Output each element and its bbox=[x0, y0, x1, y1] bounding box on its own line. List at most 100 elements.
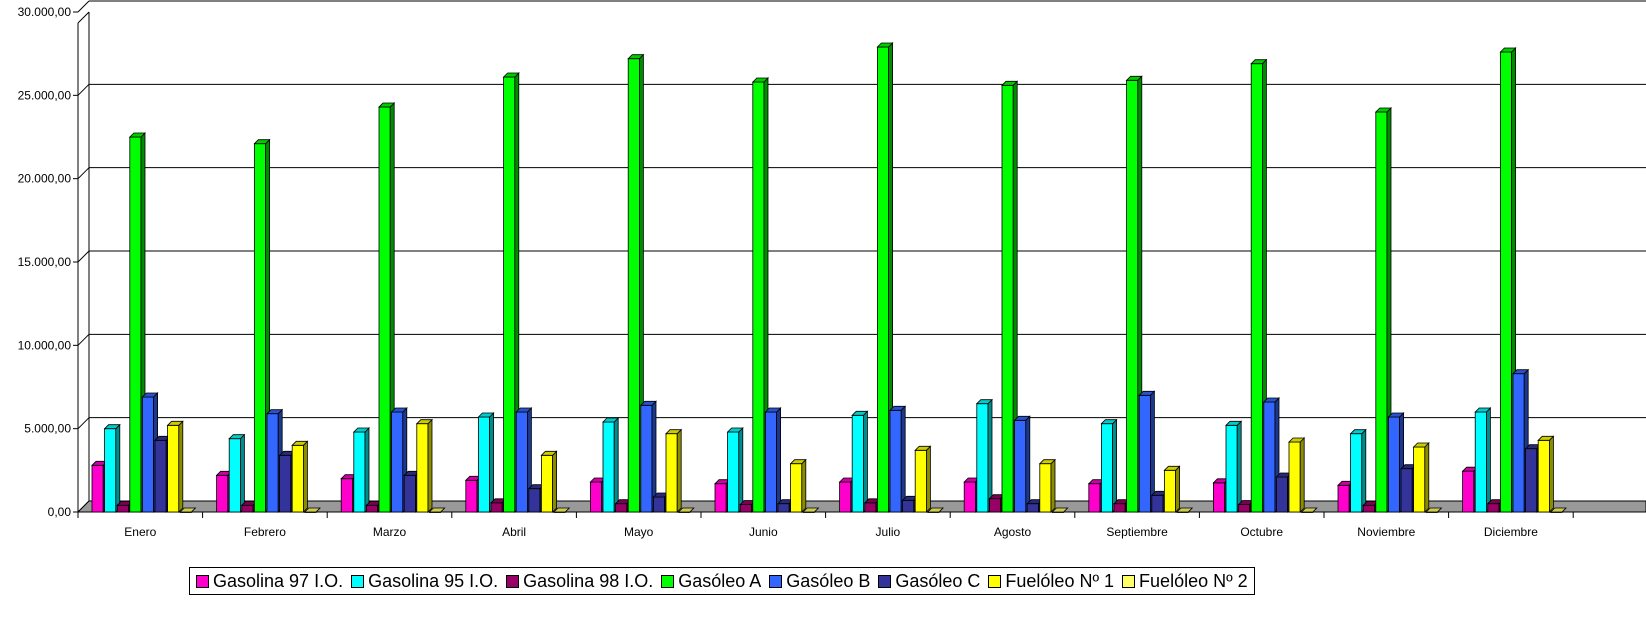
bar-0 bbox=[216, 474, 229, 513]
bar-1 bbox=[1101, 423, 1114, 513]
x-tick-label: Julio bbox=[876, 525, 901, 539]
bar-1-top bbox=[851, 410, 869, 416]
bar-2 bbox=[864, 502, 877, 513]
bar-2 bbox=[241, 504, 254, 513]
bar-4-top bbox=[1387, 412, 1405, 418]
bar-6 bbox=[1413, 446, 1426, 513]
legend-item: Gasolina 95 I.O. bbox=[351, 571, 498, 592]
bar-1 bbox=[104, 428, 117, 513]
bar-6-top bbox=[1038, 459, 1056, 465]
bar-3 bbox=[627, 58, 640, 513]
bar-1-side bbox=[613, 417, 619, 513]
bar-3-top bbox=[1125, 75, 1143, 81]
y-tick-label: 10.000,00 bbox=[18, 338, 72, 352]
bar-4 bbox=[141, 396, 154, 513]
bar-4-top bbox=[141, 392, 159, 398]
bar-6 bbox=[291, 444, 304, 513]
bar-5 bbox=[279, 454, 292, 513]
legend-label: Gasolina 98 I.O. bbox=[523, 570, 654, 591]
legend-label: Gasóleo A bbox=[678, 570, 762, 591]
bar-4 bbox=[1388, 416, 1401, 513]
bar-4 bbox=[1014, 419, 1027, 513]
bar-6 bbox=[1288, 441, 1301, 513]
bar-6-side bbox=[178, 420, 184, 513]
gridline-depth bbox=[77, 0, 90, 13]
bar-1 bbox=[976, 403, 989, 513]
x-tick-label: Marzo bbox=[373, 525, 407, 539]
y-axis-top bbox=[77, 11, 90, 24]
gridline-depth bbox=[77, 250, 90, 263]
bar-1-side bbox=[1112, 418, 1117, 513]
bar-0 bbox=[1337, 484, 1350, 513]
bar-6-top bbox=[1412, 442, 1430, 448]
legend-item: Gasóleo B bbox=[769, 571, 870, 592]
bar-3 bbox=[1375, 111, 1388, 513]
x-tick-label: Noviembre bbox=[1357, 525, 1415, 539]
bar-4 bbox=[391, 411, 404, 513]
legend-label: Gasóleo B bbox=[786, 570, 871, 591]
bar-4-top bbox=[390, 407, 408, 413]
bar-6-side bbox=[1050, 458, 1056, 513]
bar-7-top bbox=[1051, 507, 1069, 513]
y-tick-label: 5.000,00 bbox=[24, 422, 71, 436]
gridline-depth bbox=[77, 333, 90, 346]
bar-6-side bbox=[427, 418, 433, 513]
legend-swatch bbox=[351, 574, 365, 588]
bar-3 bbox=[253, 143, 266, 513]
bar-7-top bbox=[1176, 507, 1194, 513]
bar-4-top bbox=[639, 400, 657, 406]
bar-7-top bbox=[1549, 507, 1567, 513]
x-tick-label: Octubre bbox=[1240, 525, 1283, 539]
bar-3-top bbox=[627, 54, 645, 60]
legend-label: Gasóleo C bbox=[895, 570, 981, 591]
legend-swatch bbox=[1122, 574, 1136, 588]
bar-5 bbox=[403, 474, 416, 513]
bar-2 bbox=[365, 504, 378, 513]
bar-0 bbox=[714, 483, 727, 513]
legend-swatch bbox=[988, 574, 1002, 588]
bar-4 bbox=[765, 411, 778, 513]
bar-0 bbox=[465, 479, 478, 513]
bar-3-top bbox=[1250, 59, 1268, 65]
legend-item: Gasóleo C bbox=[878, 571, 980, 592]
bar-1-side bbox=[738, 427, 744, 513]
bar-4 bbox=[1263, 401, 1276, 513]
bar-6-side bbox=[1424, 442, 1430, 513]
bar-3-top bbox=[751, 77, 769, 83]
bar-7-top bbox=[926, 507, 944, 513]
bar-6 bbox=[790, 463, 803, 513]
x-tick-label: Abril bbox=[502, 525, 526, 539]
bar-1-side bbox=[1361, 428, 1367, 513]
bar-3 bbox=[1001, 84, 1014, 513]
bar-6-side bbox=[801, 458, 807, 513]
bar-1-top bbox=[975, 399, 993, 405]
bar-1-top bbox=[1100, 419, 1118, 425]
bar-6-side bbox=[302, 440, 308, 513]
bar-1-top bbox=[1474, 407, 1492, 413]
bar-6 bbox=[1164, 469, 1177, 513]
bar-4-top bbox=[266, 409, 284, 415]
bar-3 bbox=[1500, 51, 1513, 513]
bar-6 bbox=[167, 424, 180, 513]
x-tick-label: Agosto bbox=[994, 525, 1032, 539]
y-tick-label: 30.000,00 bbox=[18, 5, 72, 19]
legend-item: Gasolina 98 I.O. bbox=[506, 571, 653, 592]
legend-item: Fuelóleo Nº 2 bbox=[1122, 571, 1248, 592]
legend-swatch bbox=[769, 574, 783, 588]
legend-swatch bbox=[661, 574, 675, 588]
x-tick-label: Enero bbox=[124, 525, 156, 539]
bar-1-side bbox=[1486, 407, 1491, 513]
bar-1-top bbox=[352, 427, 370, 433]
bar-6-side bbox=[1175, 465, 1180, 513]
bar-2 bbox=[116, 504, 129, 513]
bar-0 bbox=[91, 464, 104, 513]
bar-6-top bbox=[540, 450, 558, 456]
bar-4-top bbox=[1138, 390, 1156, 396]
bar-6-top bbox=[1163, 465, 1181, 471]
bar-3-top bbox=[876, 42, 894, 48]
bar-2 bbox=[490, 502, 503, 513]
legend-label: Fuelóleo Nº 1 bbox=[1005, 570, 1115, 591]
bar-5 bbox=[154, 439, 167, 513]
x-tick-label: Junio bbox=[749, 525, 778, 539]
bar-6-top bbox=[291, 440, 309, 446]
